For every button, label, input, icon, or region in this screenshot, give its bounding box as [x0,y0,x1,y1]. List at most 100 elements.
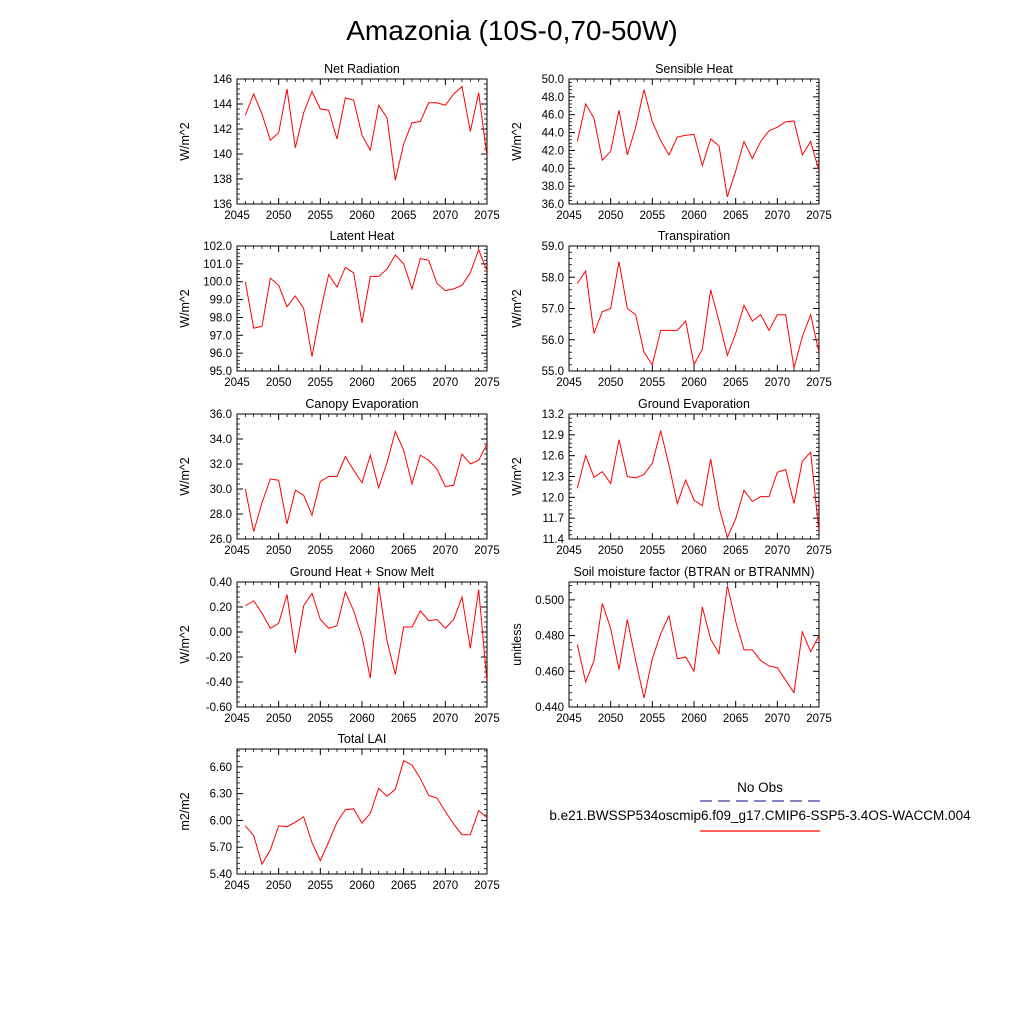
y-tick-label: 102.0 [203,241,232,253]
panels: Net Radiation 2045 2050 2055 2060 2065 2070 207… [178,62,832,892]
x-tick-label: 2050 [598,545,624,557]
x-tick-label: 2045 [556,377,582,389]
y-tick-label: 38.0 [542,181,564,193]
x-tick-label: 2070 [433,713,459,725]
x-tick-label: 2045 [224,880,250,892]
y-tick-label: 5.70 [210,842,232,854]
y-tick-label: 6.60 [210,762,232,774]
y-tick-label: 142 [213,124,232,136]
y-tick-label: 0.500 [535,595,564,607]
y-tick-label: 0.440 [535,702,564,714]
panel-8: Soil moisture factor (BTRAN or BTRANMN) 2… [510,565,832,725]
y-tick-label: 140 [213,149,232,161]
x-tick-label: 2055 [640,210,666,222]
x-tick-label: 2060 [681,545,707,557]
y-axis-label: m2/m2 [178,792,192,830]
x-tick-label: 2060 [349,713,375,725]
plot-frame [568,581,820,708]
y-tick-label: 5.40 [210,869,232,881]
x-tick-label: 2060 [681,713,707,725]
panel-3: Latent Heat 2045 2050 2055 2060 2065 2070 2075 9… [178,229,500,389]
x-tick-label: 2050 [266,880,292,892]
plot-frame [236,581,488,708]
x-tick-label: 2050 [598,713,624,725]
figure-title: Amazonia (10S-0,70-50W) [346,15,677,46]
x-tick-label: 2065 [723,713,749,725]
x-tick-label: 2045 [224,545,250,557]
legend-obs-label: No Obs [737,780,783,795]
series-line [244,248,487,357]
x-tick-label: 2070 [765,713,791,725]
x-tick-label: 2060 [349,880,375,892]
series-line [576,430,819,539]
x-tick-label: 2055 [308,210,334,222]
series-line [244,430,487,532]
x-tick-label: 2065 [391,880,417,892]
y-tick-label: 99.0 [210,295,232,307]
y-axis-label: W/m^2 [510,289,524,328]
panel-9: Total LAI 2045 2050 2055 2060 2065 2070 2075 5.4… [178,732,500,892]
y-tick-label: 12.0 [542,492,564,504]
x-tick-label: 2050 [266,377,292,389]
y-tick-label: 48.0 [542,92,564,104]
panel-title: Ground Evaporation [638,397,750,411]
x-tick-label: 2065 [391,210,417,222]
x-tick-label: 2055 [308,545,334,557]
y-tick-label: 98.0 [210,312,232,324]
panel-6: Ground Evaporation 2045 2050 2055 2060 2065 20… [510,397,832,557]
y-tick-label: 138 [213,174,232,186]
y-tick-label: 11.4 [542,534,564,546]
y-tick-label: 0.460 [535,666,564,678]
y-axis-label: W/m^2 [178,122,192,161]
x-tick-label: 2075 [806,545,832,557]
y-tick-label: 0.480 [535,631,564,643]
panel-title: Soil moisture factor (BTRAN or BTRANMN) [573,565,814,579]
x-tick-label: 2060 [349,210,375,222]
x-tick-label: 2075 [474,545,500,557]
x-tick-label: 2060 [681,377,707,389]
x-tick-label: 2060 [681,210,707,222]
panel-title: Transpiration [658,229,731,243]
y-tick-label: 100.0 [203,277,232,289]
y-tick-label: 42.0 [542,145,564,157]
y-tick-label: -0.20 [206,652,232,664]
x-tick-label: 2075 [474,713,500,725]
panel-2: Sensible Heat 2045 2050 2055 2060 2065 2070 207… [510,62,832,222]
y-tick-label: 0.20 [210,602,232,614]
y-tick-label: 146 [213,74,232,86]
x-tick-label: 2065 [391,377,417,389]
panel-7: Ground Heat + Snow Melt 2045 2050 2055 2060 2… [178,565,500,725]
x-tick-label: 2050 [266,210,292,222]
legend-case-label: b.e21.BWSSP534oscmip6.f09_g17.CMIP6-SSP5… [549,808,971,823]
panel-1: Net Radiation 2045 2050 2055 2060 2065 2070 207… [178,62,500,222]
series-line [244,759,487,866]
x-tick-label: 2075 [474,880,500,892]
x-tick-label: 2045 [224,713,250,725]
x-tick-label: 2070 [765,210,791,222]
x-tick-label: 2045 [556,210,582,222]
plot-frame [568,245,820,372]
x-tick-label: 2070 [433,880,459,892]
y-axis-label: W/m^2 [510,122,524,161]
y-tick-label: 59.0 [542,241,564,253]
series-line [244,85,487,181]
x-tick-label: 2055 [308,377,334,389]
panel-title: Latent Heat [330,229,395,243]
y-tick-label: 96.0 [210,348,232,360]
y-tick-label: 34.0 [210,434,232,446]
x-tick-label: 2065 [391,713,417,725]
panel-title: Sensible Heat [655,62,733,76]
x-tick-label: 2065 [723,377,749,389]
series-line [576,585,819,699]
x-tick-label: 2050 [598,377,624,389]
plot-frame [568,78,820,205]
panel-4: Transpiration 2045 2050 2055 2060 2065 2070 207… [510,229,832,389]
y-tick-label: 56.0 [542,335,564,347]
y-tick-label: 12.3 [542,472,564,484]
y-tick-label: 95.0 [210,366,232,378]
y-tick-label: 57.0 [542,304,564,316]
x-tick-label: 2060 [349,545,375,557]
y-tick-label: 36.0 [210,409,232,421]
x-tick-label: 2045 [556,545,582,557]
x-tick-label: 2045 [224,210,250,222]
